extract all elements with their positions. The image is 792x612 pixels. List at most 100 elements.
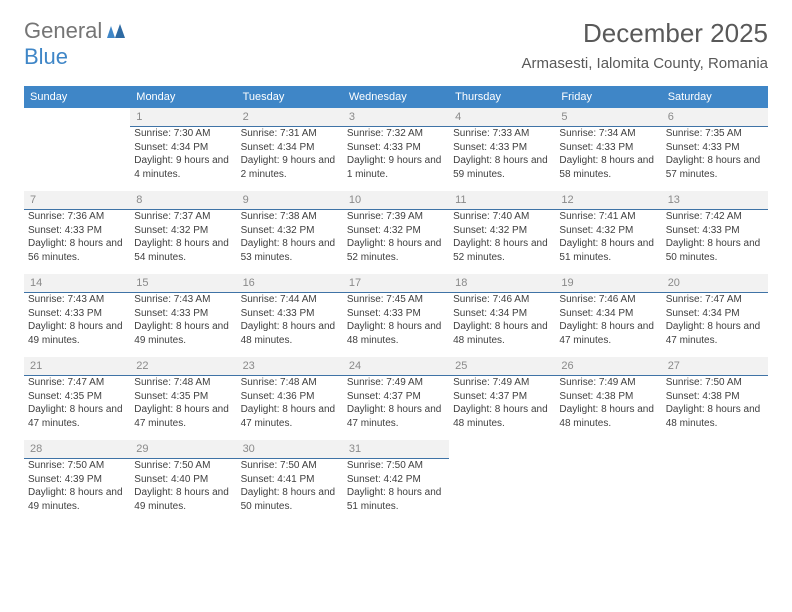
day-cell: Sunrise: 7:50 AMSunset: 4:39 PMDaylight:…	[24, 459, 130, 524]
sunrise-label: Sunrise: 7:34 AM	[559, 127, 657, 141]
day-header: Wednesday	[343, 86, 449, 108]
day-cell: Sunrise: 7:40 AMSunset: 4:32 PMDaylight:…	[449, 210, 555, 275]
daylight-label: Daylight: 9 hours and 4 minutes.	[134, 154, 232, 181]
sunset-label: Sunset: 4:35 PM	[134, 390, 232, 404]
date-number-cell: 8	[130, 191, 236, 210]
daylight-label: Daylight: 8 hours and 49 minutes.	[28, 320, 126, 347]
date-number-cell: 11	[449, 191, 555, 210]
sunset-label: Sunset: 4:33 PM	[28, 307, 126, 321]
sunset-label: Sunset: 4:33 PM	[241, 307, 339, 321]
sunset-label: Sunset: 4:34 PM	[453, 307, 551, 321]
sunrise-label: Sunrise: 7:50 AM	[28, 459, 126, 473]
daylight-label: Daylight: 8 hours and 51 minutes.	[347, 486, 445, 513]
date-number-cell	[449, 440, 555, 459]
date-number-cell: 12	[555, 191, 661, 210]
day-cell: Sunrise: 7:46 AMSunset: 4:34 PMDaylight:…	[555, 293, 661, 358]
date-number-cell: 10	[343, 191, 449, 210]
date-number-cell: 20	[662, 274, 768, 293]
sunrise-label: Sunrise: 7:38 AM	[241, 210, 339, 224]
logo-text: General Blue	[24, 18, 125, 70]
sunset-label: Sunset: 4:32 PM	[453, 224, 551, 238]
sunrise-label: Sunrise: 7:44 AM	[241, 293, 339, 307]
daylight-label: Daylight: 8 hours and 48 minutes.	[241, 320, 339, 347]
date-number-cell: 28	[24, 440, 130, 459]
day-header: Saturday	[662, 86, 768, 108]
date-number-cell: 19	[555, 274, 661, 293]
sunrise-label: Sunrise: 7:46 AM	[559, 293, 657, 307]
title-block: December 2025 Armasesti, Ialomita County…	[24, 18, 768, 72]
date-number-cell: 9	[237, 191, 343, 210]
day-cell: Sunrise: 7:30 AMSunset: 4:34 PMDaylight:…	[130, 127, 236, 192]
date-number-cell: 16	[237, 274, 343, 293]
day-cell: Sunrise: 7:44 AMSunset: 4:33 PMDaylight:…	[237, 293, 343, 358]
sunrise-label: Sunrise: 7:50 AM	[666, 376, 764, 390]
week-row: Sunrise: 7:36 AMSunset: 4:33 PMDaylight:…	[24, 210, 768, 275]
daylight-label: Daylight: 8 hours and 52 minutes.	[453, 237, 551, 264]
sunset-label: Sunset: 4:40 PM	[134, 473, 232, 487]
sunrise-label: Sunrise: 7:36 AM	[28, 210, 126, 224]
day-header: Friday	[555, 86, 661, 108]
sunset-label: Sunset: 4:33 PM	[453, 141, 551, 155]
week-row: Sunrise: 7:47 AMSunset: 4:35 PMDaylight:…	[24, 376, 768, 441]
day-cell: Sunrise: 7:45 AMSunset: 4:33 PMDaylight:…	[343, 293, 449, 358]
date-number-cell: 1	[130, 108, 236, 127]
daylight-label: Daylight: 8 hours and 59 minutes.	[453, 154, 551, 181]
date-number-cell: 31	[343, 440, 449, 459]
daylight-label: Daylight: 8 hours and 47 minutes.	[559, 320, 657, 347]
header: General Blue December 2025 Armasesti, Ia…	[24, 18, 768, 78]
sunrise-label: Sunrise: 7:46 AM	[453, 293, 551, 307]
date-number-cell: 29	[130, 440, 236, 459]
day-cell: Sunrise: 7:49 AMSunset: 4:37 PMDaylight:…	[449, 376, 555, 441]
sunrise-label: Sunrise: 7:41 AM	[559, 210, 657, 224]
day-cell	[662, 459, 768, 524]
day-header: Tuesday	[237, 86, 343, 108]
sunset-label: Sunset: 4:33 PM	[559, 141, 657, 155]
sunset-label: Sunset: 4:32 PM	[347, 224, 445, 238]
daylight-label: Daylight: 8 hours and 47 minutes.	[241, 403, 339, 430]
sunset-label: Sunset: 4:39 PM	[28, 473, 126, 487]
date-number-row: 14151617181920	[24, 274, 768, 293]
daylight-label: Daylight: 8 hours and 51 minutes.	[559, 237, 657, 264]
sunset-label: Sunset: 4:33 PM	[28, 224, 126, 238]
date-number-cell	[662, 440, 768, 459]
daylight-label: Daylight: 8 hours and 47 minutes.	[28, 403, 126, 430]
sunrise-label: Sunrise: 7:39 AM	[347, 210, 445, 224]
daylight-label: Daylight: 8 hours and 49 minutes.	[134, 486, 232, 513]
date-number-cell: 2	[237, 108, 343, 127]
daylight-label: Daylight: 8 hours and 48 minutes.	[347, 320, 445, 347]
daylight-label: Daylight: 9 hours and 2 minutes.	[241, 154, 339, 181]
sunset-label: Sunset: 4:32 PM	[134, 224, 232, 238]
sunset-label: Sunset: 4:36 PM	[241, 390, 339, 404]
day-cell: Sunrise: 7:34 AMSunset: 4:33 PMDaylight:…	[555, 127, 661, 192]
daylight-label: Daylight: 8 hours and 47 minutes.	[666, 320, 764, 347]
date-number-row: 78910111213	[24, 191, 768, 210]
sunrise-label: Sunrise: 7:49 AM	[559, 376, 657, 390]
calendar-table: Sunday Monday Tuesday Wednesday Thursday…	[24, 86, 768, 523]
sunrise-label: Sunrise: 7:33 AM	[453, 127, 551, 141]
date-number-cell: 21	[24, 357, 130, 376]
day-cell: Sunrise: 7:50 AMSunset: 4:41 PMDaylight:…	[237, 459, 343, 524]
sunset-label: Sunset: 4:33 PM	[347, 307, 445, 321]
sunrise-label: Sunrise: 7:50 AM	[241, 459, 339, 473]
sunset-label: Sunset: 4:34 PM	[666, 307, 764, 321]
logo-word-blue: Blue	[24, 44, 68, 69]
sunrise-label: Sunrise: 7:35 AM	[666, 127, 764, 141]
date-number-cell: 18	[449, 274, 555, 293]
daylight-label: Daylight: 8 hours and 58 minutes.	[559, 154, 657, 181]
day-cell: Sunrise: 7:48 AMSunset: 4:36 PMDaylight:…	[237, 376, 343, 441]
daylight-label: Daylight: 8 hours and 56 minutes.	[28, 237, 126, 264]
sunset-label: Sunset: 4:34 PM	[559, 307, 657, 321]
day-cell: Sunrise: 7:46 AMSunset: 4:34 PMDaylight:…	[449, 293, 555, 358]
day-cell: Sunrise: 7:47 AMSunset: 4:34 PMDaylight:…	[662, 293, 768, 358]
daylight-label: Daylight: 8 hours and 57 minutes.	[666, 154, 764, 181]
triangle-icon	[107, 24, 125, 43]
daylight-label: Daylight: 8 hours and 49 minutes.	[134, 320, 232, 347]
daylight-label: Daylight: 8 hours and 48 minutes.	[666, 403, 764, 430]
date-number-cell: 4	[449, 108, 555, 127]
sunset-label: Sunset: 4:32 PM	[241, 224, 339, 238]
sunrise-label: Sunrise: 7:50 AM	[347, 459, 445, 473]
date-number-cell: 15	[130, 274, 236, 293]
day-cell: Sunrise: 7:38 AMSunset: 4:32 PMDaylight:…	[237, 210, 343, 275]
daylight-label: Daylight: 8 hours and 53 minutes.	[241, 237, 339, 264]
week-row: Sunrise: 7:30 AMSunset: 4:34 PMDaylight:…	[24, 127, 768, 192]
